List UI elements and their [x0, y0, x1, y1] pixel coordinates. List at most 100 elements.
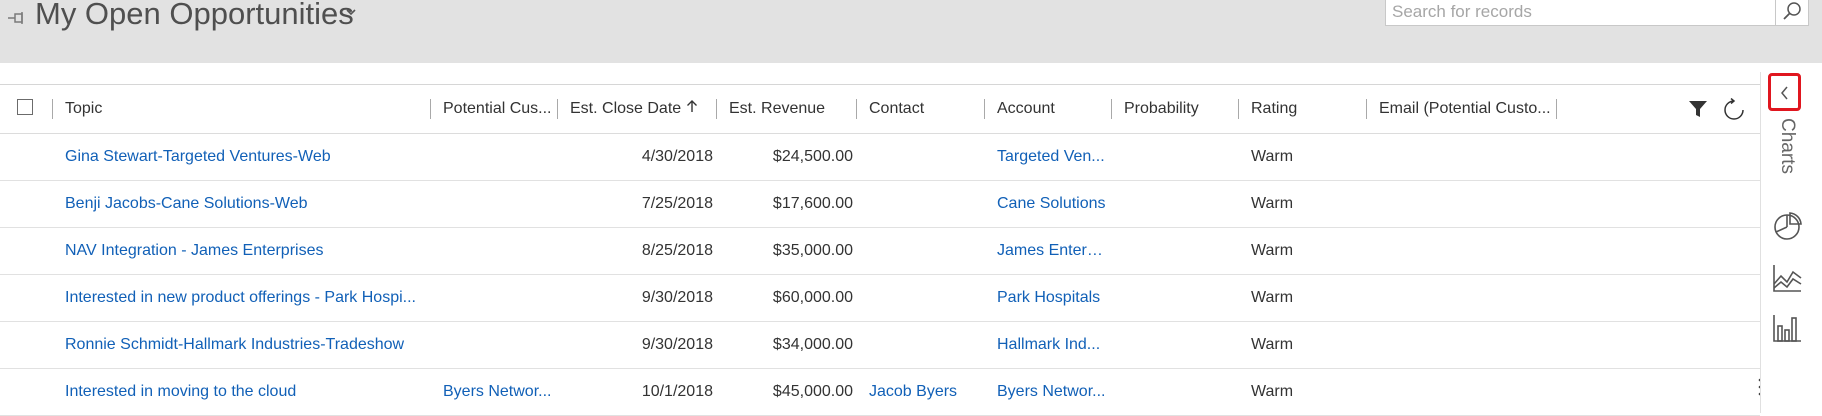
probability-cell — [1124, 369, 1234, 415]
sort-ascending-icon — [687, 100, 698, 112]
contact-link[interactable] — [869, 228, 979, 274]
email-link[interactable] — [1379, 134, 1554, 180]
topic-link[interactable]: Ronnie Schmidt-Hallmark Industries-Trade… — [65, 336, 405, 353]
area-chart-icon[interactable] — [1771, 262, 1803, 294]
potential-customer-link[interactable] — [443, 134, 553, 180]
potential-customer-link[interactable]: Byers Networ... — [443, 383, 552, 400]
contact-link[interactable] — [869, 275, 979, 321]
revenue-cell: $60,000.00 — [772, 289, 853, 306]
collapse-charts-button[interactable] — [1768, 73, 1801, 111]
charts-side-panel: Charts — [1760, 72, 1822, 413]
account-link[interactable]: Park Hospitals — [997, 289, 1101, 306]
topic-link[interactable]: Benji Jacobs-Cane Solutions-Web — [65, 195, 308, 212]
view-header: My Open Opportunities — [0, 0, 1822, 63]
email-link[interactable] — [1379, 275, 1554, 321]
probability-cell — [1124, 134, 1234, 180]
search-input[interactable] — [1386, 0, 1775, 25]
topic-link[interactable]: Gina Stewart-Targeted Ventures-Web — [65, 148, 331, 165]
contact-link[interactable] — [869, 134, 979, 180]
close-date-cell: 9/30/2018 — [641, 289, 713, 306]
column-divider[interactable] — [430, 99, 431, 119]
column-divider[interactable] — [856, 99, 857, 119]
column-header-est-close-date-label: Est. Close Date — [570, 100, 682, 117]
contact-link[interactable]: Jacob Byers — [869, 383, 958, 400]
rating-cell: Warm — [1251, 148, 1294, 165]
close-date-cell: 10/1/2018 — [641, 383, 713, 400]
charts-label: Charts — [1777, 118, 1798, 174]
search-button[interactable] — [1776, 0, 1809, 26]
table-row[interactable]: Interested in new product offerings - Pa… — [0, 275, 1760, 322]
column-header-probability[interactable]: Probability — [1124, 100, 1199, 117]
pie-chart-icon[interactable] — [1771, 210, 1803, 242]
column-header-topic[interactable]: Topic — [65, 100, 103, 117]
revenue-cell: $34,000.00 — [772, 336, 853, 353]
column-header-est-revenue[interactable]: Est. Revenue — [729, 100, 826, 117]
email-link[interactable] — [1379, 228, 1554, 274]
rating-cell: Warm — [1251, 289, 1294, 306]
rating-cell: Warm — [1251, 242, 1294, 259]
grid-header: Topic Potential Cus... Est. Close Date E… — [0, 85, 1760, 134]
probability-cell — [1124, 322, 1234, 368]
email-link[interactable] — [1379, 369, 1554, 415]
potential-customer-link[interactable] — [443, 275, 553, 321]
revenue-cell: $45,000.00 — [772, 383, 853, 400]
column-header-potential-customer[interactable]: Potential Cus... — [443, 100, 552, 117]
page-title[interactable]: My Open Opportunities — [35, 0, 354, 31]
refresh-icon[interactable] — [1722, 98, 1746, 122]
potential-customer-link[interactable] — [443, 228, 553, 274]
table-row[interactable]: Ronnie Schmidt-Hallmark Industries-Trade… — [0, 322, 1760, 369]
close-date-cell: 9/30/2018 — [641, 336, 713, 353]
rating-cell: Warm — [1251, 383, 1294, 400]
search-box — [1385, 0, 1776, 26]
filter-icon[interactable] — [1688, 99, 1708, 119]
close-date-cell: 8/25/2018 — [641, 242, 713, 259]
column-divider[interactable] — [716, 99, 717, 119]
revenue-cell: $35,000.00 — [772, 242, 853, 259]
probability-cell — [1124, 275, 1234, 321]
account-link[interactable]: Byers Networ... — [997, 383, 1106, 400]
select-all-checkbox[interactable] — [17, 99, 33, 115]
close-date-cell: 4/30/2018 — [641, 148, 713, 165]
column-divider[interactable] — [1556, 99, 1557, 119]
column-divider[interactable] — [52, 99, 53, 119]
search-icon — [1783, 2, 1801, 20]
contact-link[interactable] — [869, 181, 979, 227]
potential-customer-link[interactable] — [443, 322, 553, 368]
account-link[interactable]: Hallmark Ind... — [997, 336, 1101, 353]
pin-icon[interactable] — [6, 4, 26, 28]
close-date-cell: 7/25/2018 — [641, 195, 713, 212]
column-header-contact[interactable]: Contact — [869, 100, 925, 117]
column-divider[interactable] — [1111, 99, 1112, 119]
chevron-left-icon — [1781, 86, 1788, 100]
account-link[interactable]: Targeted Ven... — [997, 148, 1105, 165]
column-header-account[interactable]: Account — [997, 100, 1055, 117]
column-divider[interactable] — [1238, 99, 1239, 119]
topic-link[interactable]: Interested in new product offerings - Pa… — [65, 289, 416, 306]
bar-chart-icon[interactable] — [1771, 312, 1803, 344]
column-divider[interactable] — [557, 99, 558, 119]
email-link[interactable] — [1379, 322, 1554, 368]
probability-cell — [1124, 181, 1234, 227]
revenue-cell: $24,500.00 — [772, 148, 853, 165]
email-link[interactable] — [1379, 181, 1554, 227]
column-divider[interactable] — [984, 99, 985, 119]
table-row[interactable]: NAV Integration - James Enterprises 8/25… — [0, 228, 1760, 275]
rating-cell: Warm — [1251, 195, 1294, 212]
column-header-est-close-date[interactable]: Est. Close Date — [570, 85, 720, 133]
account-link[interactable]: James Enterp... — [997, 242, 1107, 259]
chevron-down-icon[interactable] — [344, 2, 358, 24]
table-row[interactable]: Gina Stewart-Targeted Ventures-Web 4/30/… — [0, 134, 1760, 181]
table-row[interactable]: Interested in moving to the cloud Byers … — [0, 369, 1760, 416]
column-header-email[interactable]: Email (Potential Custo... — [1379, 100, 1551, 117]
column-divider[interactable] — [1366, 99, 1367, 119]
contact-link[interactable] — [869, 322, 979, 368]
topic-link[interactable]: NAV Integration - James Enterprises — [65, 242, 324, 259]
probability-cell — [1124, 228, 1234, 274]
records-grid: Topic Potential Cus... Est. Close Date E… — [0, 84, 1762, 416]
account-link[interactable]: Cane Solutions — [997, 195, 1106, 212]
revenue-cell: $17,600.00 — [772, 195, 853, 212]
table-row[interactable]: Benji Jacobs-Cane Solutions-Web 7/25/201… — [0, 181, 1760, 228]
topic-link[interactable]: Interested in moving to the cloud — [65, 383, 297, 400]
column-header-rating[interactable]: Rating — [1251, 100, 1298, 117]
potential-customer-link[interactable] — [443, 181, 553, 227]
